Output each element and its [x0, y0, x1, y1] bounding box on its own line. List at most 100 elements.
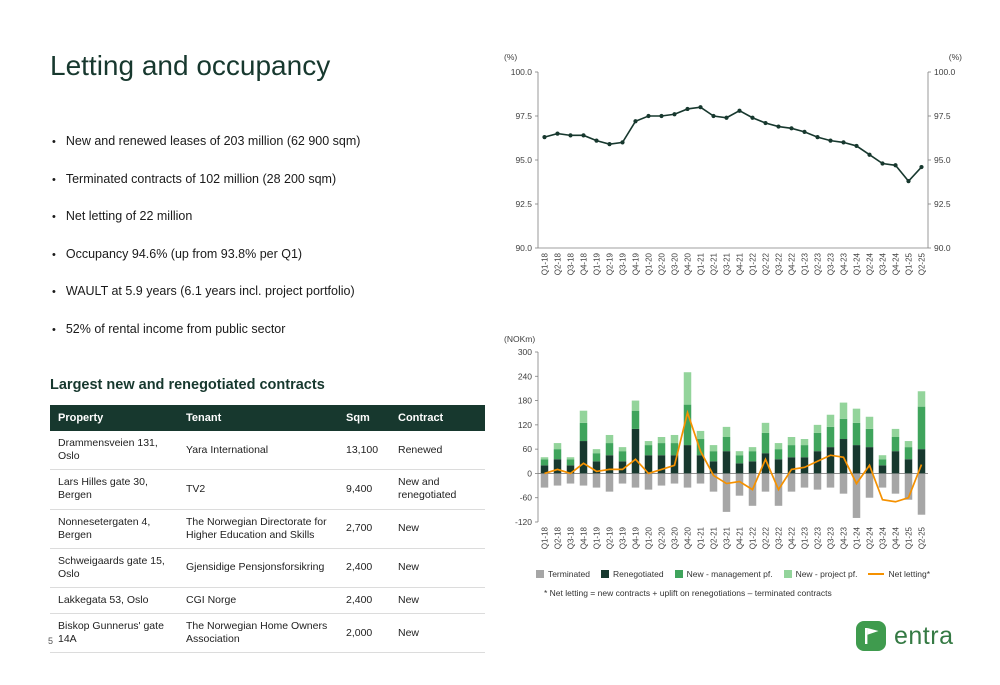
- svg-text:Q4-23: Q4-23: [840, 252, 849, 275]
- contracts-table-body: Drammensveien 131, Oslo Yara Internationa…: [50, 431, 485, 654]
- svg-text:97.5: 97.5: [515, 111, 532, 121]
- svg-text:Q2-19: Q2-19: [606, 526, 615, 549]
- net-letting-bar-chart: -120 -60 0 60 120 180 240 300 Q1-18 Q2-18 Q3-18 Q4-…: [515, 347, 928, 549]
- bullet-dot: •: [52, 323, 56, 336]
- svg-text:Q3-24: Q3-24: [879, 526, 888, 549]
- svg-text:Q1-22: Q1-22: [749, 526, 758, 549]
- svg-text:120: 120: [518, 420, 532, 430]
- table-cell: Yara International: [178, 431, 338, 471]
- table-cell: Gjensidige Pensjonsforsikring: [178, 548, 338, 589]
- table-row: Lakkegata 53, Oslo CGI Norge 2,400 New: [50, 587, 485, 615]
- net-letting-unit-label: (NOKm): [504, 334, 536, 344]
- occupancy-unit-label-left: (%): [504, 52, 518, 62]
- svg-text:240: 240: [518, 371, 532, 381]
- svg-text:Q3-21: Q3-21: [723, 252, 732, 275]
- column-header: Property: [50, 405, 178, 431]
- svg-text:Q3-22: Q3-22: [775, 252, 784, 275]
- svg-text:Q2-18: Q2-18: [554, 526, 563, 549]
- table-cell: Lakkegata 53, Oslo: [50, 587, 178, 615]
- svg-text:Q1-19: Q1-19: [593, 526, 602, 549]
- legend-item: New - project pf.: [783, 569, 858, 579]
- svg-text:Q2-21: Q2-21: [710, 252, 719, 275]
- net-letting-chart: (NOKm) -120 -60 0 60 120 180 240 300 Q1-18 Q2-18 Q…: [498, 330, 968, 640]
- table-cell: 2,400: [338, 548, 390, 589]
- svg-text:Q3-24: Q3-24: [879, 252, 888, 275]
- column-header: Tenant: [178, 405, 338, 431]
- chart-footnote: * Net letting = new contracts + uplift o…: [544, 588, 832, 598]
- svg-text:Q2-19: Q2-19: [606, 252, 615, 275]
- svg-text:Q4-23: Q4-23: [840, 526, 849, 549]
- svg-text:Q4-18: Q4-18: [580, 252, 589, 275]
- table-cell: CGI Norge: [178, 587, 338, 615]
- svg-text:Q4-24: Q4-24: [892, 252, 901, 275]
- svg-text:Q2-24: Q2-24: [866, 252, 875, 275]
- table-cell: 2,000: [338, 613, 390, 654]
- bullet-item: • Occupancy 94.6% (up from 93.8% per Q1): [52, 247, 497, 264]
- svg-text:0: 0: [527, 468, 532, 478]
- legend-label: New - project pf.: [795, 569, 858, 579]
- svg-text:Q2-23: Q2-23: [814, 526, 823, 549]
- bullet-item: • New and renewed leases of 203 million (…: [52, 134, 497, 151]
- bullet-list: • New and renewed leases of 203 million (…: [52, 134, 497, 359]
- svg-text:Q2-25: Q2-25: [918, 252, 927, 275]
- table-row: Nonnesetergaten 4, Bergen The Norwegian D…: [50, 509, 485, 549]
- table-cell: 2,700: [338, 509, 390, 549]
- bullet-dot: •: [52, 286, 56, 298]
- svg-text:300: 300: [518, 347, 532, 357]
- svg-text:Q4-24: Q4-24: [892, 526, 901, 549]
- svg-text:Q2-22: Q2-22: [762, 526, 771, 549]
- page-number: 5: [48, 636, 54, 646]
- svg-text:92.5: 92.5: [515, 199, 532, 209]
- svg-text:Q1-23: Q1-23: [801, 252, 810, 275]
- table-cell: The Norwegian Home Owners Association: [178, 613, 338, 654]
- svg-text:95.0: 95.0: [515, 155, 532, 165]
- svg-text:Q2-20: Q2-20: [658, 252, 667, 275]
- svg-text:Q1-24: Q1-24: [853, 526, 862, 549]
- table-row: Biskop Gunnerus' gate 14A The Norwegian H…: [50, 613, 485, 654]
- svg-text:Q2-18: Q2-18: [554, 252, 563, 275]
- svg-text:90.0: 90.0: [515, 243, 532, 253]
- contracts-table-head-row: Property Tenant Sqm Contract: [50, 405, 485, 431]
- svg-text:Q1-23: Q1-23: [801, 526, 810, 549]
- svg-text:Q3-23: Q3-23: [827, 526, 836, 549]
- svg-text:Q4-20: Q4-20: [684, 252, 693, 275]
- column-header: Sqm: [338, 405, 390, 431]
- svg-text:Q1-20: Q1-20: [645, 526, 654, 549]
- svg-text:Q1-25: Q1-25: [905, 252, 914, 275]
- occupancy-line-chart: 90.0 90.0 92.5 92.5 95.0 95.0 97.5 97.5 100.0 100…: [511, 67, 956, 275]
- table-cell: New and renegotiated: [390, 469, 485, 510]
- table-cell: New: [390, 509, 485, 549]
- svg-text:Q4-21: Q4-21: [736, 252, 745, 275]
- occupancy-unit-label-right: (%): [948, 52, 962, 62]
- svg-text:Q3-19: Q3-19: [619, 526, 628, 549]
- table-cell: New: [390, 613, 485, 654]
- table-cell: New: [390, 548, 485, 589]
- svg-text:Q3-22: Q3-22: [775, 526, 784, 549]
- table-row: Drammensveien 131, Oslo Yara Internationa…: [50, 431, 485, 471]
- svg-text:90.0: 90.0: [934, 243, 951, 253]
- svg-text:Q2-24: Q2-24: [866, 526, 875, 549]
- svg-text:Q4-19: Q4-19: [632, 252, 641, 275]
- contracts-table: Property Tenant Sqm Contract Drammensveien …: [50, 405, 485, 654]
- legend-label: Renegotiated: [613, 569, 664, 579]
- entra-logo-text: entra: [894, 621, 954, 650]
- legend-color-swatch: [601, 570, 609, 578]
- bullet-text: 52% of rental income from public sector: [65, 321, 286, 336]
- svg-text:Q3-20: Q3-20: [671, 526, 680, 549]
- svg-text:Q3-18: Q3-18: [567, 252, 576, 275]
- svg-text:Q4-18: Q4-18: [580, 526, 589, 549]
- table-cell: Lars Hilles gate 30, Bergen: [50, 469, 178, 510]
- entra-logo-icon: [856, 621, 886, 651]
- bullet-text: Net letting of 22 million: [65, 209, 193, 223]
- legend-label: New - management pf.: [686, 569, 773, 579]
- table-cell: Schweigaards gate 15, Oslo: [50, 548, 178, 589]
- bullet-text: Occupancy 94.6% (up from 93.8% per Q1): [65, 246, 303, 261]
- bullet-text: New and renewed leases of 203 million (6…: [65, 134, 361, 148]
- svg-text:Q3-21: Q3-21: [723, 526, 732, 549]
- table-cell: Drammensveien 131, Oslo: [50, 431, 178, 471]
- svg-text:Q2-20: Q2-20: [658, 526, 667, 549]
- legend-label: Terminated: [547, 569, 590, 579]
- bullet-dot: •: [52, 211, 56, 223]
- bullet-item: • Net letting of 22 million: [52, 209, 497, 226]
